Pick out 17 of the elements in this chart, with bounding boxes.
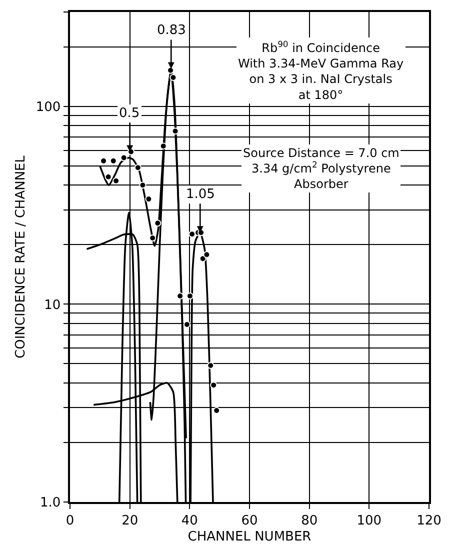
- x-tick-label: 120: [416, 513, 442, 528]
- x-tick-label: 0: [66, 513, 74, 528]
- x-axis-title: CHANNEL NUMBER: [188, 529, 312, 544]
- x-tick-label: 60: [241, 513, 258, 528]
- x-tick-label: 100: [356, 513, 382, 528]
- y-axis-title: COINCIDENCE RATE / CHANNEL: [13, 154, 28, 358]
- annotation: 0.5: [119, 106, 140, 121]
- x-tick-label: 80: [301, 513, 318, 528]
- y-tick-label: 100: [36, 100, 61, 115]
- annotation: Source Distance = 7.0 cm 3.34 g/cm$^{2}$ Polystyrene Absorber: [243, 146, 400, 192]
- x-tick-label: 20: [122, 513, 138, 528]
- annotation: 1.05: [186, 187, 215, 202]
- annotation: 0.83: [157, 23, 186, 38]
- annotation: Rb$^{90}$ in Coincidence With 3.34-MeV Gamma Ray on 3 x 3 in. NaI Crystals at 180°: [238, 39, 404, 102]
- y-tick-label: 10: [44, 298, 61, 313]
- x-tick-label: 40: [181, 513, 198, 528]
- y-tick-label: 1.0: [40, 496, 61, 511]
